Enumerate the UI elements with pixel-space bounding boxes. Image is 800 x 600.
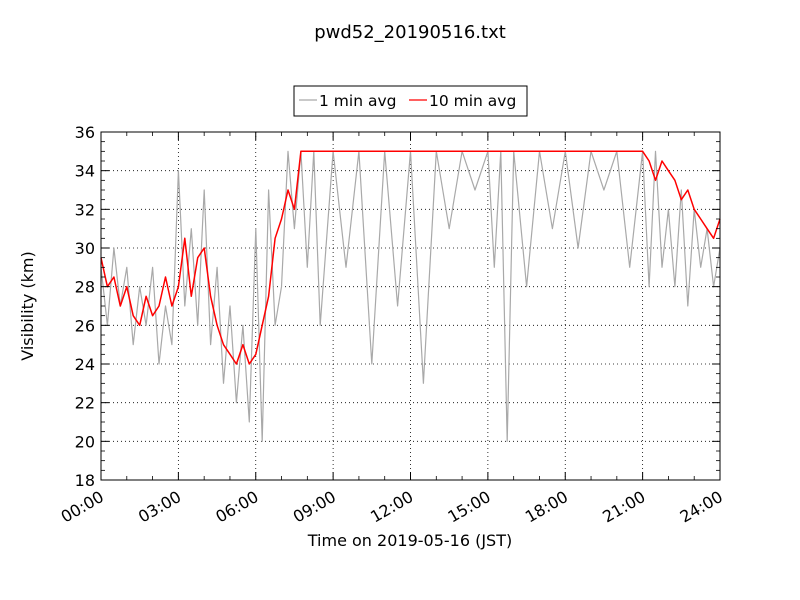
y-tick-label: 20 [75, 432, 95, 451]
series-10min-avg [100, 150, 721, 365]
y-tick-label: 30 [75, 239, 95, 258]
chart-title: pwd52_20190516.txt [314, 22, 506, 43]
ticks [100, 131, 721, 481]
x-tick-label: 09:00 [290, 487, 339, 527]
y-tick-label: 32 [75, 200, 95, 219]
x-tick-labels: 00:00 03:00 06:00 09:00 12:00 15:00 18:00 21:00… [58, 487, 726, 527]
y-tick-label: 24 [75, 355, 95, 374]
legend: 1 min avg 10 min avg [293, 85, 528, 117]
x-tick-label: 15:00 [444, 487, 493, 527]
series-layer [100, 150, 721, 442]
x-tick-label: 21:00 [599, 487, 648, 527]
x-tick-label: 12:00 [367, 487, 416, 527]
x-tick-label: 03:00 [135, 487, 184, 527]
legend-label-1min: 1 min avg [319, 92, 396, 110]
y-tick-label: 26 [75, 316, 95, 335]
x-tick-label: 24:00 [677, 487, 726, 527]
series-1min-avg [100, 150, 721, 442]
y-tick-label: 18 [75, 471, 95, 490]
y-tick-labels: 18 20 22 24 26 28 30 32 34 36 [75, 123, 95, 490]
y-tick-label: 28 [75, 278, 95, 297]
y-tick-label: 22 [75, 394, 95, 413]
x-tick-label: 00:00 [58, 487, 107, 527]
y-tick-label: 34 [75, 162, 95, 181]
grid [101, 132, 720, 480]
x-tick-label: 18:00 [522, 487, 571, 527]
x-axis-label: Time on 2019-05-16 (JST) [307, 531, 512, 550]
x-tick-label: 06:00 [212, 487, 261, 527]
y-axis-label: Visibility (km) [18, 251, 37, 360]
y-tick-label: 36 [75, 123, 95, 142]
legend-label-10min: 10 min avg [429, 92, 516, 110]
legend-box [293, 85, 528, 117]
